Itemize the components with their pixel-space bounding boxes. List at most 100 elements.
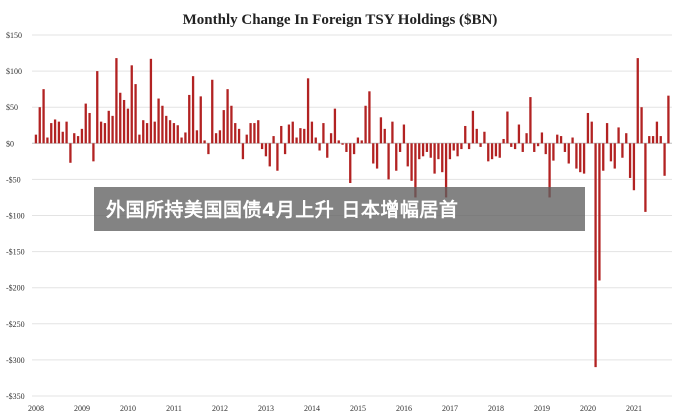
bar (556, 134, 559, 144)
bar (306, 78, 310, 144)
bar (322, 123, 325, 144)
y-tick-label: -$350 (6, 392, 25, 401)
x-tick-label: 2014 (304, 404, 320, 413)
x-tick-label: 2021 (626, 404, 642, 413)
bar (490, 143, 494, 160)
bar (299, 128, 302, 144)
bar (471, 110, 475, 144)
bar (234, 123, 237, 144)
headline-banner: 外国所持美国国债4月上升 日本增幅居首 (94, 187, 585, 231)
bar (402, 124, 406, 144)
bar (494, 143, 498, 157)
bar (590, 121, 593, 144)
x-axis-tick-labels: 2008 2009 2010 2011 2012 2013 2014 2015 2016 2017… (28, 404, 642, 413)
bar (406, 143, 409, 167)
y-tick-label: -$50 (6, 175, 21, 184)
bar (99, 121, 103, 144)
x-tick-label: 2018 (488, 404, 504, 413)
bar (349, 143, 352, 184)
bar (513, 143, 517, 150)
bar (214, 133, 218, 144)
bar (142, 120, 145, 144)
bar (103, 123, 107, 144)
bar (525, 133, 528, 144)
bar (283, 143, 287, 155)
bar (605, 123, 609, 144)
bar (651, 136, 655, 144)
bar (34, 134, 38, 144)
bar (326, 143, 329, 158)
bar (575, 143, 578, 169)
bar (571, 137, 574, 144)
bar (498, 143, 501, 158)
bar (88, 112, 91, 144)
bar (517, 124, 521, 144)
x-tick-label: 2008 (28, 404, 44, 413)
bar (379, 117, 383, 144)
bar (452, 143, 455, 151)
bar (199, 96, 202, 144)
bar (134, 84, 137, 144)
bar (387, 143, 390, 180)
bar (42, 89, 45, 144)
bar (314, 137, 317, 144)
bar (153, 121, 156, 144)
bar (172, 123, 176, 144)
bar (375, 143, 379, 169)
bar (203, 140, 206, 144)
bar (218, 130, 222, 144)
bar (122, 99, 126, 144)
bar (303, 128, 306, 144)
bar (540, 132, 544, 144)
bar (421, 143, 425, 157)
bar (395, 143, 398, 171)
bar (264, 143, 268, 157)
bar (636, 58, 639, 144)
bar (410, 143, 413, 181)
bar (184, 132, 187, 144)
bar (425, 143, 429, 152)
bar (291, 121, 294, 144)
bar (341, 143, 344, 145)
bar (529, 97, 532, 144)
bar (176, 125, 179, 144)
bar (579, 143, 582, 173)
bar (441, 143, 444, 173)
bar (433, 143, 436, 174)
bar (272, 136, 275, 144)
bar (663, 143, 666, 176)
bar (161, 105, 164, 144)
x-tick-label: 2016 (396, 404, 412, 413)
bar (318, 143, 321, 151)
bar (548, 143, 551, 198)
bar (115, 58, 118, 144)
bar (621, 143, 624, 158)
bar (188, 94, 191, 144)
bar (502, 138, 505, 144)
bar (249, 123, 252, 144)
bar (253, 123, 256, 144)
y-tick-label: -$250 (6, 320, 25, 329)
bar (460, 143, 463, 150)
y-tick-label: -$300 (6, 356, 25, 365)
x-tick-label: 2017 (442, 404, 458, 413)
x-tick-label: 2009 (74, 404, 90, 413)
bar (76, 136, 80, 144)
bar (372, 143, 375, 164)
bar (475, 128, 478, 144)
bar (617, 127, 620, 144)
chart-title: Monthly Change In Foreign TSY Holdings (… (183, 12, 498, 28)
bar (659, 136, 662, 144)
bar (57, 121, 61, 144)
bar (594, 143, 597, 368)
bar (364, 105, 367, 144)
bar (345, 143, 348, 152)
x-tick-label: 2012 (212, 404, 228, 413)
bar (222, 110, 225, 144)
bar (483, 131, 486, 144)
bar (241, 143, 245, 160)
bar (65, 121, 68, 144)
bar (268, 143, 271, 167)
bar (487, 143, 490, 162)
bar (191, 76, 195, 144)
